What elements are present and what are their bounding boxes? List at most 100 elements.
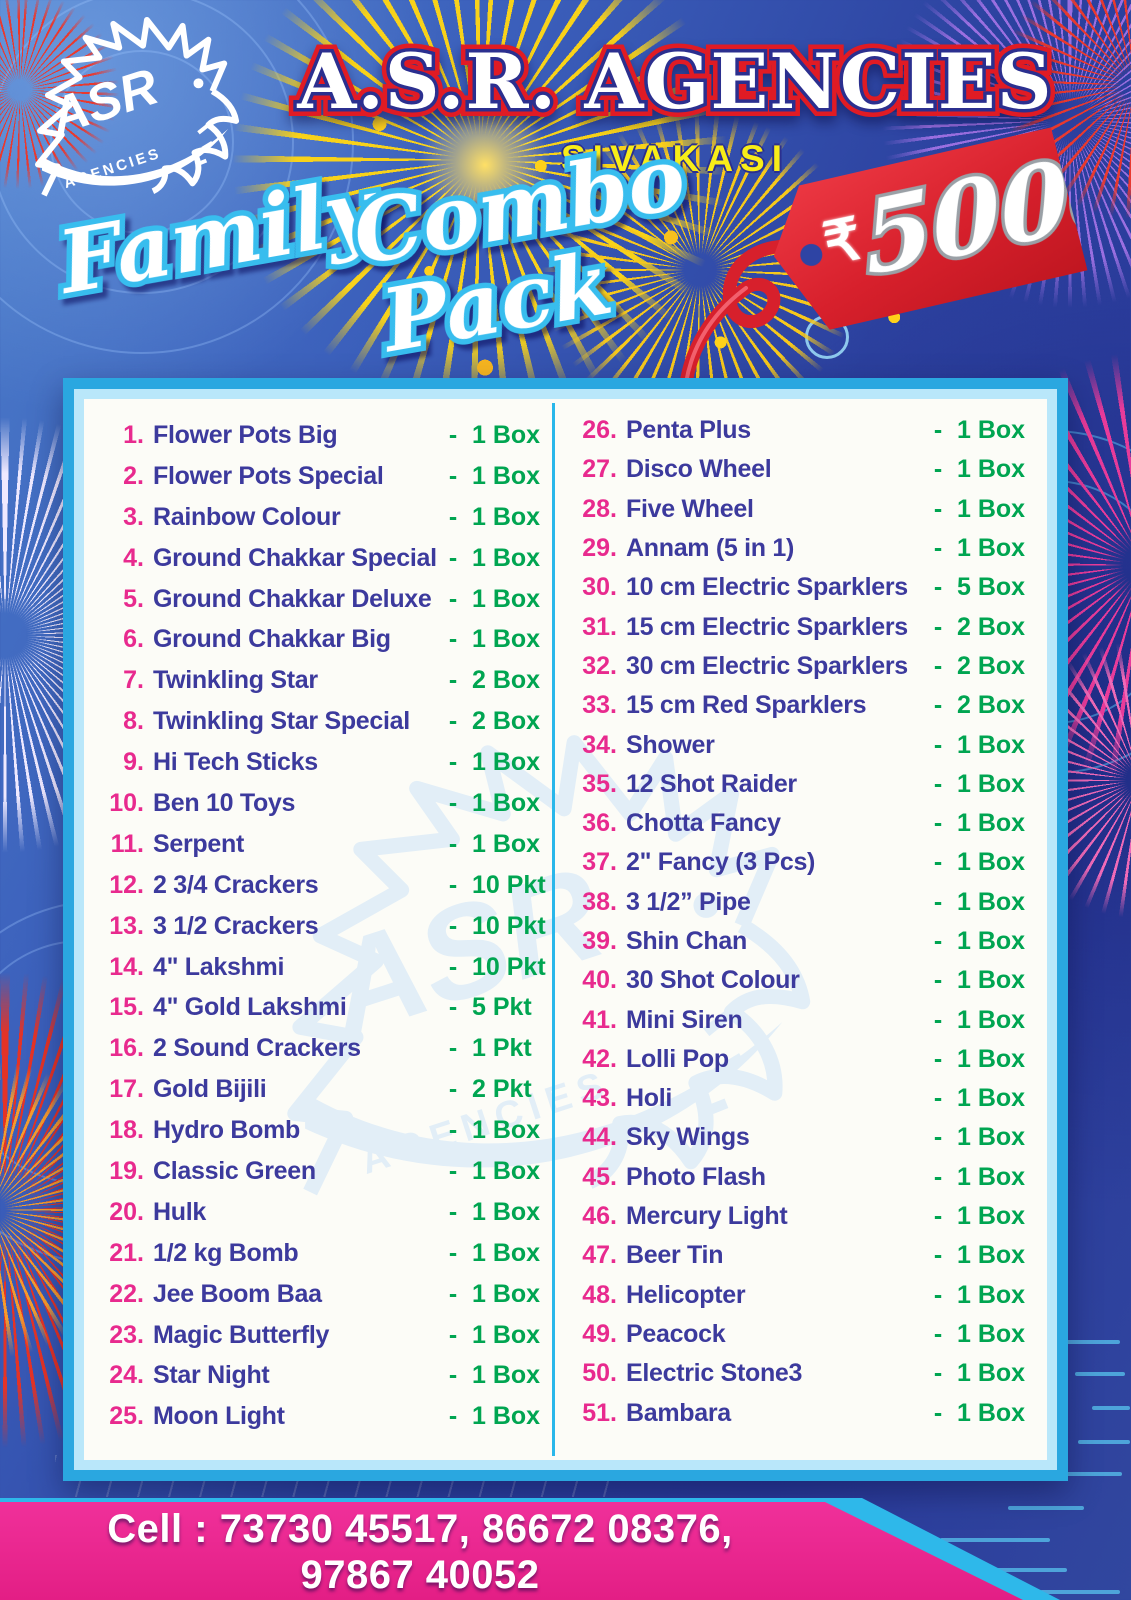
list-item: 29. Annam (5 in 1) - 1 Box	[571, 529, 1037, 568]
item-number: 9.	[123, 748, 144, 777]
item-quantity: 1 Box	[472, 543, 541, 572]
item-name: 12 Shot Raider	[626, 769, 797, 798]
list-item: 22. Jee Boom Baa - 1 Box	[98, 1274, 552, 1315]
item-dash: -	[933, 730, 943, 759]
item-name: Ground Chakkar Special	[153, 543, 437, 572]
contact-line-1: Cell : 73730 45517, 86672 08376,	[107, 1507, 733, 1551]
list-item: 13. 3 1/2 Crackers - 10 Pkt	[98, 906, 552, 947]
item-quantity: 1 Box	[472, 1197, 541, 1226]
item-dash: -	[933, 455, 943, 484]
item-name: 2" Fancy (3 Pcs)	[626, 848, 816, 877]
item-dash: -	[448, 993, 458, 1022]
item-name: Annam (5 in 1)	[626, 534, 795, 563]
item-name: Chotta Fancy	[626, 809, 781, 838]
item-quantity: 1 Box	[472, 1402, 541, 1431]
item-dash: -	[933, 887, 943, 916]
item-dash: -	[448, 788, 458, 817]
item-number: 32.	[582, 651, 617, 680]
list-item: 16. 2 Sound Crackers - 1 Pkt	[98, 1028, 552, 1069]
list-item: 36. Chotta Fancy - 1 Box	[571, 804, 1037, 843]
item-number: 13.	[109, 911, 144, 940]
list-item: 5. Ground Chakkar Deluxe - 1 Box	[98, 579, 552, 620]
item-name: 3 1/2” Pipe	[626, 887, 751, 916]
list-item: 17. Gold Bijili - 2 Pkt	[98, 1069, 552, 1110]
item-quantity: 10 Pkt	[472, 911, 546, 940]
list-item: 41. Mini Siren - 1 Box	[571, 1000, 1037, 1039]
item-name: Sky Wings	[626, 1123, 750, 1152]
item-quantity: 1 Box	[957, 1398, 1026, 1427]
item-name: 2 3/4 Crackers	[153, 870, 319, 899]
item-dash: -	[933, 769, 943, 798]
list-column-right: 26. Penta Plus - 1 Box 27. Disco Wheel -…	[555, 399, 1047, 1460]
item-number: 44.	[582, 1123, 617, 1152]
item-quantity: 1 Box	[957, 1162, 1026, 1191]
item-quantity: 2 Box	[472, 666, 541, 695]
item-dash: -	[448, 1279, 458, 1308]
item-name: 3 1/2 Crackers	[153, 911, 319, 940]
item-number: 35.	[582, 769, 617, 798]
item-number: 27.	[582, 455, 617, 484]
item-number: 51.	[582, 1398, 617, 1427]
list-item: 32. 30 cm Electric Sparklers - 2 Box	[571, 647, 1037, 686]
item-quantity: 1 Box	[957, 769, 1026, 798]
item-number: 38.	[582, 887, 617, 916]
item-name: Twinkling Star	[153, 666, 318, 695]
item-name: Hydro Bomb	[153, 1116, 301, 1145]
list-item: 11. Serpent - 1 Box	[98, 824, 552, 865]
list-item: 31. 15 cm Electric Sparklers - 2 Box	[571, 607, 1037, 646]
item-name: 10 cm Electric Sparklers	[626, 573, 908, 602]
list-item: 30. 10 cm Electric Sparklers - 5 Box	[571, 568, 1037, 607]
list-item: 14. 4" Lakshmi - 10 Pkt	[98, 947, 552, 988]
list-item: 35. 12 Shot Raider - 1 Box	[571, 765, 1037, 804]
item-number: 4.	[123, 543, 144, 572]
item-number: 49.	[582, 1319, 617, 1348]
item-quantity: 2 Box	[472, 707, 541, 736]
item-dash: -	[933, 1241, 943, 1270]
list-item: 3. Rainbow Colour - 1 Box	[98, 497, 552, 538]
item-number: 31.	[582, 612, 617, 641]
list-item: 46. Mercury Light - 1 Box	[571, 1197, 1037, 1236]
decor-dash	[1078, 1440, 1130, 1444]
list-item: 12. 2 3/4 Crackers - 10 Pkt	[98, 865, 552, 906]
item-dash: -	[448, 1116, 458, 1145]
item-number: 43.	[582, 1084, 617, 1113]
item-name: Lolli Pop	[626, 1044, 729, 1073]
item-quantity: 1 Pkt	[472, 1034, 532, 1063]
list-item: 51. Bambara - 1 Box	[571, 1393, 1037, 1432]
item-dash: -	[448, 461, 458, 490]
item-quantity: 1 Box	[472, 625, 541, 654]
item-quantity: 1 Box	[957, 730, 1026, 759]
item-quantity: 1 Box	[957, 416, 1026, 445]
item-dash: -	[933, 1280, 943, 1309]
item-number: 11.	[110, 829, 144, 858]
item-name: Magic Butterfly	[153, 1320, 330, 1349]
item-dash: -	[933, 809, 943, 838]
item-quantity: 1 Box	[957, 455, 1026, 484]
item-dash: -	[933, 1398, 943, 1427]
item-quantity: 1 Box	[957, 1202, 1026, 1231]
item-name: Bambara	[626, 1398, 731, 1427]
list-item: 6. Ground Chakkar Big - 1 Box	[98, 619, 552, 660]
list-item: 19. Classic Green - 1 Box	[98, 1151, 552, 1192]
list-item: 50. Electric Stone3 - 1 Box	[571, 1354, 1037, 1393]
item-name: Twinkling Star Special	[153, 707, 410, 736]
page-title: A.S.R. AGENCIES	[252, 26, 1098, 138]
item-dash: -	[933, 1084, 943, 1113]
item-quantity: 2 Box	[957, 612, 1026, 641]
list-item: 33. 15 cm Red Sparklers - 2 Box	[571, 686, 1037, 725]
item-quantity: 1 Box	[472, 502, 541, 531]
item-dash: -	[448, 584, 458, 613]
list-item: 37. 2" Fancy (3 Pcs) - 1 Box	[571, 843, 1037, 882]
item-name: 2 Sound Crackers	[153, 1034, 361, 1063]
item-quantity: 1 Box	[957, 966, 1026, 995]
decor-dash	[940, 1538, 1050, 1542]
item-number: 7.	[123, 666, 144, 695]
item-quantity: 1 Box	[957, 1319, 1026, 1348]
list-item: 39. Shin Chan - 1 Box	[571, 922, 1037, 961]
item-dash: -	[933, 1044, 943, 1073]
item-dash: -	[933, 612, 943, 641]
item-quantity: 1 Box	[957, 848, 1026, 877]
item-number: 6.	[123, 625, 144, 654]
item-dash: -	[448, 1197, 458, 1226]
item-number: 3.	[123, 502, 144, 531]
